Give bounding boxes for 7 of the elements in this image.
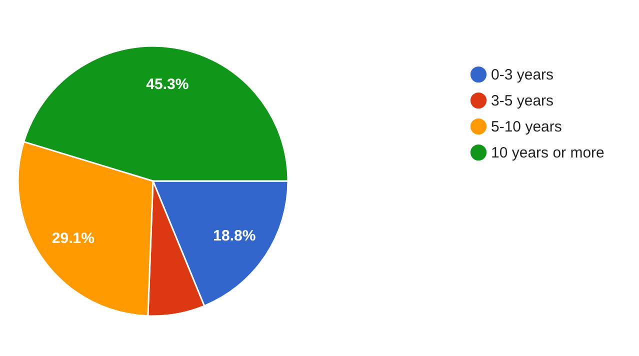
data-label: 29.1% xyxy=(52,230,94,247)
legend-label: 5-10 years xyxy=(491,118,562,136)
legend-label: 3-5 years xyxy=(491,92,554,110)
data-label: 18.8% xyxy=(213,228,256,245)
legend-label: 10 years or more xyxy=(491,144,604,162)
data-label: 45.3% xyxy=(146,76,189,94)
legend-label: 0-3 years xyxy=(491,66,554,84)
